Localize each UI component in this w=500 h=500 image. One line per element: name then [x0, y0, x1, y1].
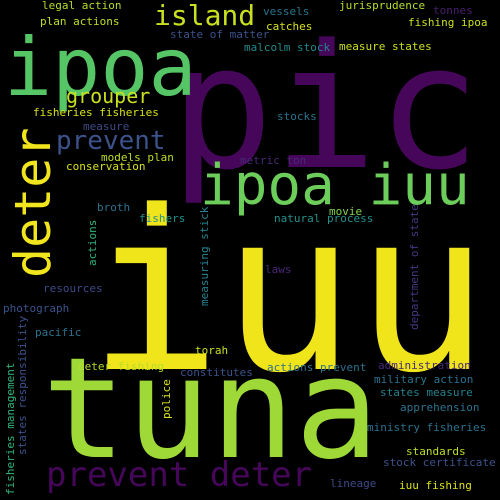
word-fisheries-fisheries: fisheries fisheries	[33, 106, 159, 119]
word-ministry-fisheries: ministry fisheries	[367, 421, 487, 434]
word-deter: deter	[4, 127, 62, 278]
word-prevent-deter: prevent deter	[46, 455, 313, 495]
word-stocks: stocks	[277, 110, 317, 123]
word-metric-ton: metric ton	[240, 154, 307, 167]
word-laws: laws	[265, 263, 292, 276]
word-actions-prevent: actions prevent	[267, 361, 367, 374]
word-tuna: tuna	[42, 328, 380, 491]
word-constitutes: constitutes	[180, 366, 253, 379]
word-grouper: grouper	[66, 84, 151, 108]
word-fishers: fishers	[139, 212, 186, 225]
word-malcolm-stock: malcolm stock	[244, 41, 331, 54]
word-administration: administration	[378, 359, 471, 372]
word-movie: movie	[329, 205, 363, 218]
word-broth: broth	[97, 201, 131, 214]
word-pacific: pacific	[35, 326, 82, 339]
word-ipoa-iuu: ipoa iuu	[200, 153, 470, 218]
word-legal-action: legal action	[42, 0, 122, 12]
word-standards: standards	[406, 445, 466, 458]
word-military-action: military action	[374, 373, 474, 386]
word-police: police	[160, 379, 173, 419]
word-states-measure: states measure	[380, 386, 473, 399]
word-state-of-matter: state of matter	[170, 28, 270, 41]
word-lineage: lineage	[330, 477, 377, 490]
word-island: island	[154, 0, 256, 32]
word-actions: actions	[86, 219, 99, 266]
word-ipoa: ipoa	[4, 21, 197, 114]
word-photograph: photograph	[3, 302, 70, 315]
word-measuring-stick: measuring stick	[198, 206, 211, 306]
word-department-of-state: department of state	[408, 204, 421, 330]
word-measure-states: measure states	[339, 40, 432, 53]
word-states-responsibility: states responsibility	[16, 315, 29, 455]
word-iuu: iuu	[88, 164, 489, 422]
word-pic: pic	[170, 7, 481, 208]
word-conservation: conservation	[66, 160, 146, 173]
word-torah: torah	[195, 344, 229, 357]
word-fishing-ipoa: fishing ipoa	[408, 16, 488, 29]
word-resources: resources	[43, 282, 103, 295]
word-deter-fishing: deter fishing	[78, 360, 165, 373]
word-prevent: prevent	[56, 126, 166, 156]
word-jurisprudence: jurisprudence	[339, 0, 426, 12]
word-measure: measure	[83, 120, 130, 133]
word-tonnes: tonnes	[433, 4, 473, 17]
word-apprehension: apprehension	[400, 401, 480, 414]
word-fisheries-management: fisheries management	[4, 362, 17, 495]
word-iuu-fishing: iuu fishing	[399, 479, 472, 492]
word-models-plan: models plan	[101, 151, 174, 164]
word-catches: catches	[266, 20, 313, 33]
word-natural-process: natural process	[274, 212, 374, 225]
word-vessels: vessels	[263, 5, 310, 18]
word-plan-actions: plan actions	[40, 15, 120, 28]
word-stock-certificate: stock certificate	[383, 456, 496, 469]
